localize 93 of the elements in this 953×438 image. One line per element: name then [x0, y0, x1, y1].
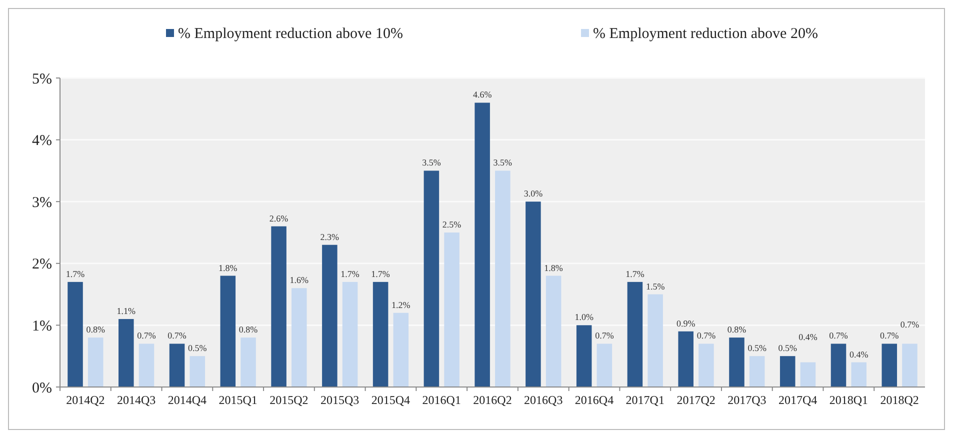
data-label: 0.7%: [696, 330, 716, 341]
x-tick-label: 2016Q4: [574, 393, 614, 407]
bar: [424, 170, 440, 387]
y-tick-label: 0%: [32, 380, 52, 396]
data-label: 0.7%: [900, 320, 920, 330]
x-tick-label: 2017Q1: [626, 393, 664, 407]
bar: [882, 344, 898, 387]
bar: [678, 331, 694, 387]
legend-label: % Employment reduction above 10%: [178, 26, 403, 42]
data-label: 0.8%: [238, 324, 258, 335]
x-tick-label: 2016Q2: [473, 393, 512, 407]
data-label: 1.2%: [392, 300, 411, 310]
bar: [576, 325, 592, 387]
data-label: 2.3%: [320, 232, 340, 242]
data-label: 1.7%: [340, 268, 360, 279]
bar: [729, 338, 744, 387]
bar: [118, 319, 134, 387]
data-label: 1.7%: [371, 268, 390, 279]
bar: [68, 282, 83, 387]
y-tick-label: 2%: [32, 256, 52, 273]
y-tick-label: 1%: [32, 318, 52, 334]
x-tick-label: 2015Q2: [270, 393, 308, 407]
data-label: 0.7%: [137, 330, 156, 341]
data-label: 0.8%: [727, 324, 747, 335]
bar: [393, 312, 409, 387]
bar: [902, 344, 918, 387]
legend-label: % Employment reduction above 20%: [593, 26, 818, 42]
data-label: 3.5%: [422, 158, 442, 168]
data-label: 0.7%: [880, 330, 900, 341]
data-label: 0.4%: [849, 349, 869, 360]
y-tick-label: 3%: [32, 194, 52, 211]
bar: [627, 282, 643, 387]
data-label: 0.5%: [748, 343, 767, 354]
x-tick-label: 2014Q2: [66, 393, 105, 407]
bar: [474, 102, 490, 387]
x-tick-label: 2014Q4: [168, 393, 207, 407]
bar: [240, 338, 256, 387]
x-tick-label: 2016Q3: [524, 393, 563, 407]
x-tick-label: 2014Q3: [116, 393, 156, 407]
bar: [322, 244, 338, 387]
data-label: 1.7%: [626, 268, 645, 279]
bar: [169, 344, 185, 387]
data-label: 0.8%: [86, 324, 106, 335]
bar: [648, 294, 663, 387]
data-label: 0.5%: [188, 343, 208, 354]
y-tick-label: 4%: [32, 133, 52, 150]
x-tick-label: 2017Q4: [778, 393, 818, 407]
bar: [372, 282, 388, 387]
bar: [698, 344, 714, 387]
data-label: 1.1%: [116, 306, 136, 316]
bar: [190, 356, 206, 387]
bar: [526, 202, 541, 387]
bar: [271, 226, 286, 387]
bar: [546, 276, 562, 387]
bar: [851, 362, 866, 387]
y-tick-label: 5%: [32, 71, 52, 88]
data-label: 0.7%: [595, 330, 614, 341]
data-label: 0.4%: [798, 332, 818, 342]
data-label: 1.7%: [66, 268, 86, 279]
x-tick-label: 2017Q2: [676, 393, 716, 407]
x-tick-label: 2018Q2: [880, 393, 919, 407]
data-label: 0.5%: [778, 343, 798, 354]
bar: [220, 276, 236, 387]
x-tick-label: 2017Q3: [728, 393, 766, 407]
x-tick-label: 2015Q3: [320, 393, 360, 407]
x-tick-label: 2016Q1: [422, 393, 461, 407]
data-label: 2.6%: [269, 213, 289, 224]
data-label: 1.8%: [544, 262, 564, 273]
bar: [495, 170, 510, 387]
data-label: 1.8%: [218, 262, 238, 273]
bar: [444, 232, 460, 387]
bar: [342, 282, 358, 387]
data-label: 0.9%: [676, 318, 696, 328]
data-label: 3.0%: [524, 188, 544, 199]
bar: [749, 356, 765, 387]
x-tick-label: 2015Q4: [371, 393, 410, 407]
bar: [800, 362, 816, 387]
bar: [830, 344, 846, 387]
x-tick-label: 2015Q1: [218, 393, 258, 407]
data-label: 1.5%: [646, 281, 666, 292]
bar: [292, 288, 307, 387]
x-tick-label: 2018Q1: [829, 393, 868, 407]
data-label: 0.7%: [168, 330, 187, 341]
data-label: 2.5%: [442, 220, 462, 230]
bar: [138, 344, 154, 387]
data-label: 1.6%: [290, 275, 310, 286]
bar: [780, 356, 796, 387]
data-label: 4.6%: [472, 90, 492, 100]
data-label: 0.7%: [829, 330, 848, 341]
data-label: 3.5%: [493, 158, 513, 168]
bar: [88, 338, 104, 387]
bar: [596, 344, 612, 387]
data-label: 1.0%: [574, 312, 594, 322]
